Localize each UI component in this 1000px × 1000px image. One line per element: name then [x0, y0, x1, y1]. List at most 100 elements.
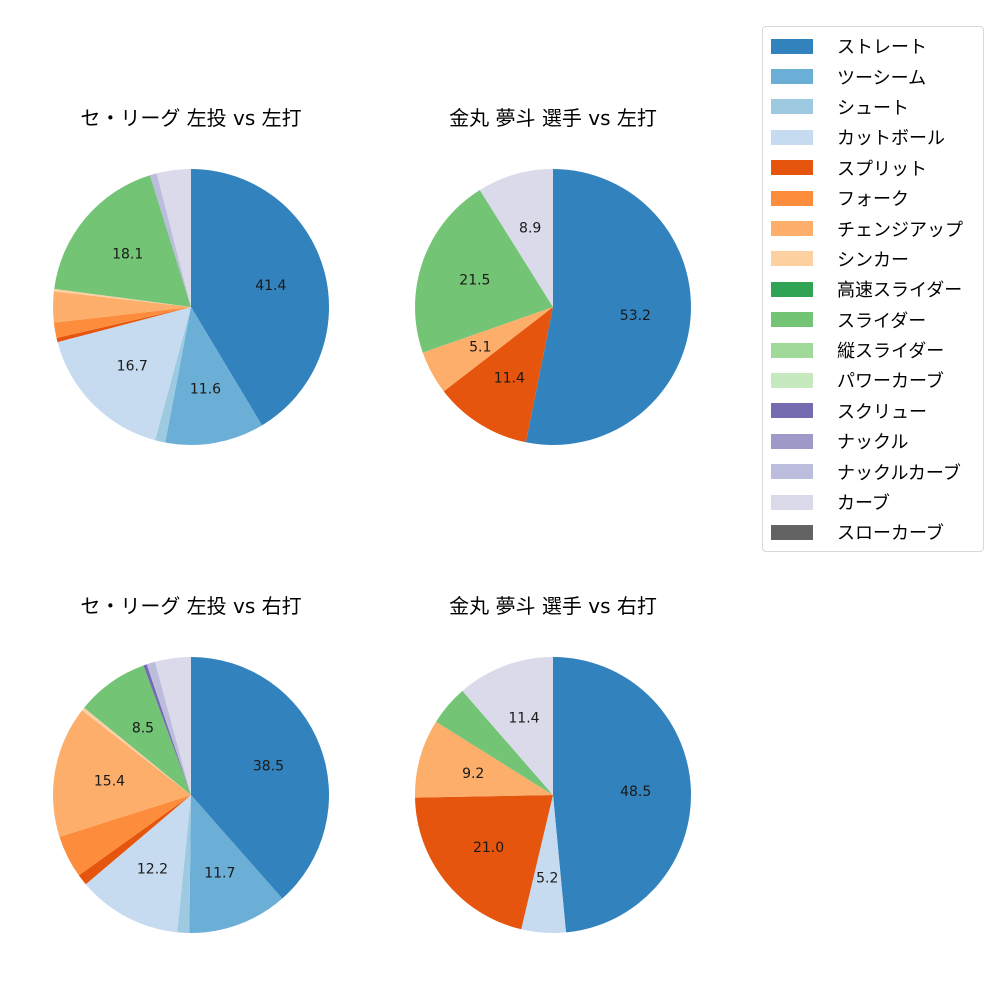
legend-swatch — [771, 69, 813, 85]
slice-label: 11.7 — [204, 866, 235, 882]
legend-label: ストレート — [837, 37, 927, 59]
pie-slice — [81, 707, 191, 795]
pie-slice — [165, 307, 262, 445]
legend-item: ストレート — [763, 31, 983, 61]
slice-label: 5.1 — [469, 340, 491, 356]
legend-swatch — [771, 221, 813, 237]
pie-slice — [479, 169, 553, 307]
legend-item: カーブ — [763, 487, 983, 517]
legend-item: ナックル — [763, 426, 983, 456]
slice-label: 53.2 — [620, 308, 651, 324]
slice-label: 21.5 — [459, 273, 490, 289]
pie-panel-kanemaru-vs-lhb: 金丸 夢斗 選手 vs 左打 53.2 11.4 5.1 21.5 8.9 — [403, 100, 703, 500]
pie-chart: 53.2 11.45.1 21.5 8.9 — [415, 169, 691, 445]
slice-label: 11.4 — [508, 710, 539, 726]
slice-label: 15.4 — [94, 774, 125, 790]
pie-slice — [155, 307, 191, 443]
chart-title: 金丸 夢斗 選手 vs 右打 — [449, 594, 657, 618]
slice-label: 5.2 — [536, 871, 558, 887]
pie-slice — [191, 657, 329, 899]
pie-slice — [143, 664, 191, 795]
pie-slice — [146, 661, 191, 795]
pie-slice — [415, 189, 553, 353]
pie-panel-league-lhp-vs-lhb: セ・リーグ 左投 vs 左打 41.4 11.6 16.7 18.1 — [41, 100, 341, 500]
pie-chart: 48.5 5.2 21.0 9.2 11.4 — [415, 657, 691, 933]
pie-slice — [155, 657, 191, 795]
pie-slice — [422, 307, 553, 392]
pie-slice — [521, 795, 566, 933]
legend-label: カーブ — [837, 493, 890, 515]
pie-slice — [415, 721, 553, 798]
slice-label: 38.5 — [253, 759, 284, 775]
pie-slice — [59, 795, 191, 876]
pie-slice — [436, 690, 553, 795]
legend-item: スクリュー — [763, 396, 983, 426]
legend-item: パワーカーブ — [763, 365, 983, 395]
pie-slice — [177, 795, 191, 933]
legend-item: ツーシーム — [763, 61, 983, 91]
pie-slice — [189, 795, 283, 933]
pie-slice — [415, 795, 553, 930]
pie-slice — [553, 657, 691, 933]
legend-swatch — [771, 160, 813, 176]
legend-label: フォーク — [837, 189, 909, 211]
slice-label: 41.4 — [255, 278, 286, 294]
legend-label: 縦スライダー — [837, 341, 945, 363]
slice-label: 8.5 — [132, 721, 154, 737]
legend-item: チェンジアップ — [763, 213, 983, 243]
legend-swatch — [771, 251, 813, 267]
legend-swatch — [771, 342, 813, 358]
pie-slice — [462, 657, 553, 795]
slice-label: 16.7 — [117, 358, 148, 374]
pie-slice — [54, 175, 191, 307]
legend-swatch — [771, 433, 813, 449]
legend-item: スプリット — [763, 153, 983, 183]
pie-chart: 38.5 11.7 12.2 15.4 8.5 — [52, 657, 329, 933]
legend-swatch — [771, 312, 813, 328]
legend-swatch — [771, 494, 813, 510]
legend-item: ナックルカーブ — [763, 456, 983, 486]
legend-item: シュート — [763, 92, 983, 122]
legend-swatch — [771, 524, 813, 540]
slice-label: 8.9 — [519, 220, 541, 236]
legend-item: フォーク — [763, 183, 983, 213]
pie-slice — [52, 710, 191, 837]
legend-label: ツーシーム — [837, 67, 927, 89]
legend-item: 縦スライダー — [763, 335, 983, 365]
slice-label: 18.1 — [112, 247, 143, 263]
slice-label: 9.2 — [462, 766, 484, 782]
legend-label: シュート — [837, 97, 909, 119]
legend-label: 高速スライダー — [837, 280, 963, 302]
slice-label: 21.0 — [473, 840, 504, 856]
legend-swatch — [771, 38, 813, 54]
legend: ストレートツーシームシュートカットボールスプリットフォーク チェンジアップ シンカー… — [762, 26, 984, 552]
legend-swatch — [771, 281, 813, 297]
pie-slice — [156, 169, 191, 307]
pie-slice — [56, 307, 191, 343]
pie-slice — [150, 173, 191, 307]
legend-label: スクリュー — [837, 401, 927, 423]
legend-item: シンカー — [763, 244, 983, 274]
pie-slice — [525, 169, 691, 445]
pie-slice — [443, 307, 553, 443]
legend-swatch — [771, 99, 813, 115]
legend-swatch — [771, 403, 813, 419]
legend-label: カットボール — [837, 128, 945, 150]
legend-item: 高速スライダー — [763, 274, 983, 304]
chart-title: セ・リーグ 左投 vs 左打 — [80, 106, 302, 130]
legend-label: スローカーブ — [837, 523, 944, 545]
pie-slice — [53, 288, 191, 307]
chart-title: 金丸 夢斗 選手 vs 左打 — [449, 106, 657, 130]
pie-slice — [57, 307, 191, 441]
legend-label: スライダー — [837, 310, 927, 332]
pie-slice — [84, 665, 191, 795]
legend-label: ナックルカーブ — [837, 462, 961, 484]
slice-label: 11.6 — [190, 382, 221, 398]
legend-swatch — [771, 372, 813, 388]
pie-slice — [53, 291, 191, 323]
pie-slice — [53, 307, 191, 338]
slice-label: 12.2 — [137, 861, 168, 877]
pie-slice — [85, 795, 191, 933]
slice-label: 48.5 — [620, 784, 651, 800]
legend-item: スローカーブ — [763, 517, 983, 547]
